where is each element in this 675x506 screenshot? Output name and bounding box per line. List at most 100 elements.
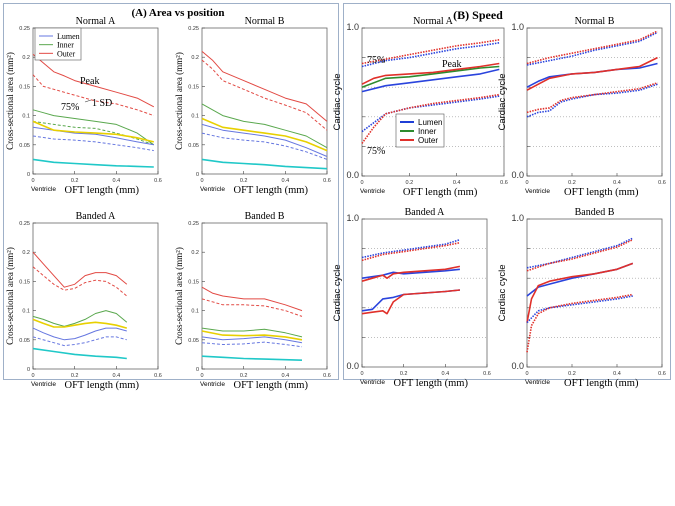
legend-label-outer: Outer <box>418 136 438 145</box>
chart-4: Banded B 0.2 0.4 0.6 00 0.05 0.1 0.15 0.2 0.25 Ven… <box>174 211 331 391</box>
y-tick-label: 0.25 <box>188 26 199 32</box>
legend-label-outer: Outer <box>57 49 76 58</box>
series-line-inner-dashed <box>32 120 154 146</box>
plot-frame <box>526 218 663 368</box>
x-origin-label: Ventricle <box>525 379 550 386</box>
panel-b-frame <box>343 3 671 380</box>
series-line-outer-dashed <box>201 298 303 317</box>
series-line-outer-solid <box>526 262 634 323</box>
y-tick-label: 0.0 <box>346 361 359 371</box>
x-axis-label: OFT length (mm) <box>564 378 639 389</box>
series-line-lumen-dotted <box>526 295 633 324</box>
x-origin-label: Ventricle <box>200 186 225 193</box>
series-line-outer-solid <box>32 251 128 288</box>
series-line-heart-solid <box>32 318 128 329</box>
x-tick-label: 0.4 <box>613 180 621 186</box>
y-axis-label: Cross-sectional area (mm²) <box>174 52 184 150</box>
series-line-lumen-dotted <box>526 83 658 118</box>
chart-7: Banded A 0.2 0.4 0.6 00.0 1.0 Ventricle OFT len… <box>332 207 491 389</box>
y-tick-label: 0.05 <box>188 143 199 149</box>
series-line-outer-solid <box>32 53 155 108</box>
chart-title: Normal B <box>245 16 285 27</box>
series-line-myo-solid <box>32 158 154 168</box>
series-line-lumen-solid <box>201 123 328 157</box>
y-tick-label: 0.0 <box>511 170 524 180</box>
x-tick-label: 0.2 <box>568 371 576 377</box>
series-line-outer-dotted <box>526 238 634 272</box>
series-line-lumen-dotted <box>526 31 658 66</box>
chart-title: Banded B <box>575 207 615 218</box>
y-tick-label: 0.1 <box>191 114 199 120</box>
y-tick-label: 0.25 <box>188 221 199 227</box>
x-axis-label: OFT length (mm) <box>394 378 469 389</box>
y-tick-label: 0.2 <box>22 250 30 256</box>
y-tick-label: 0.1 <box>191 309 199 315</box>
x-tick-label: 0.2 <box>568 180 576 186</box>
x-tick-label: 0.6 <box>154 373 162 379</box>
chart-8: Banded B 0.2 0.4 0.6 00.0 1.0 Ventricle OFT len… <box>497 207 666 389</box>
x-tick-label: 0 <box>31 373 34 379</box>
series-line-heart-solid <box>32 120 154 143</box>
y-tick-label: 0.15 <box>188 279 199 285</box>
series-line-outer-solid <box>361 62 500 85</box>
chart-5: Normal A 0.2 0.4 0.6 00.0 1.0 Ventricle OFT len… <box>332 16 508 198</box>
x-tick-label: 0.2 <box>71 178 79 184</box>
y-tick-label: 0.15 <box>19 279 30 285</box>
chart-title: Normal A <box>413 16 453 27</box>
series-line-outer-dashed <box>32 74 154 117</box>
series-line-outer-solid <box>361 289 460 315</box>
x-origin-label: Ventricle <box>360 379 385 386</box>
series-line-inner-solid <box>201 327 303 338</box>
x-tick-label: 0.4 <box>282 373 290 379</box>
y-tick-label: 0 <box>27 367 30 373</box>
series-line-myo-solid <box>201 355 303 361</box>
x-tick-label: 0.6 <box>323 178 331 184</box>
y-axis-label: Cross-sectional area (mm²) <box>174 247 184 345</box>
plot-frame <box>361 218 488 368</box>
plot-frame <box>526 27 663 177</box>
series-line-outer-dashed <box>201 59 328 131</box>
series-line-outer-solid <box>361 265 461 282</box>
series-line-outer-dotted <box>361 39 500 65</box>
y-tick-label: 0.05 <box>19 143 30 149</box>
legend-label-lumen: Lumen <box>418 118 442 127</box>
chart-6: Normal B 0.2 0.4 0.6 00.0 1.0 Ventricle OFT len… <box>497 16 666 198</box>
x-tick-label: 0.6 <box>658 180 666 186</box>
annotation-pointer <box>84 99 92 103</box>
annotation-75: 75% <box>61 102 79 113</box>
chart-1: Normal A 0.2 0.4 0.6 00 0.05 0.1 0.15 0.2 0.25 Ven… <box>5 16 162 196</box>
series-line-lumen-dashed <box>201 341 303 348</box>
x-tick-label: 0.4 <box>282 178 290 184</box>
series-line-myo-solid <box>32 347 127 360</box>
series-line-lumen-dashed <box>32 336 127 347</box>
series-line-outer-solid <box>526 56 658 91</box>
x-tick-label: 0.2 <box>400 371 408 377</box>
y-tick-label: 0 <box>27 172 30 178</box>
x-axis-label: OFT length (mm) <box>234 185 309 196</box>
series-line-lumen-dotted <box>526 237 634 269</box>
series-line-outer-solid <box>201 286 303 312</box>
series-line-inner-solid <box>201 103 328 149</box>
legend-label-lumen: Lumen <box>57 32 80 41</box>
y-axis-label: Cardiac cycle <box>497 264 508 321</box>
legend-box <box>34 27 82 61</box>
x-axis-label: OFT length (mm) <box>564 187 639 198</box>
series-line-myo-solid <box>201 158 328 170</box>
y-tick-label: 1.0 <box>346 213 359 223</box>
series-line-lumen-solid <box>32 327 127 341</box>
panel-a-frame <box>3 3 339 380</box>
series-line-lumen-solid <box>526 262 634 297</box>
x-tick-label: 0.6 <box>500 180 508 186</box>
series-line-lumen-dashed <box>32 135 154 152</box>
x-tick-label: 0.4 <box>442 371 450 377</box>
chart-3: Banded A 0.2 0.4 0.6 00 0.05 0.1 0.15 0.2 0.25 Ven… <box>5 211 162 391</box>
x-tick-label: 0.4 <box>453 180 461 186</box>
x-axis-label: OFT length (mm) <box>65 185 140 196</box>
annotation-peak: Peak <box>442 59 461 70</box>
annotation-peak: Peak <box>80 76 99 87</box>
plot-frame <box>32 222 159 370</box>
y-axis-label: Cross-sectional area (mm²) <box>5 247 15 345</box>
